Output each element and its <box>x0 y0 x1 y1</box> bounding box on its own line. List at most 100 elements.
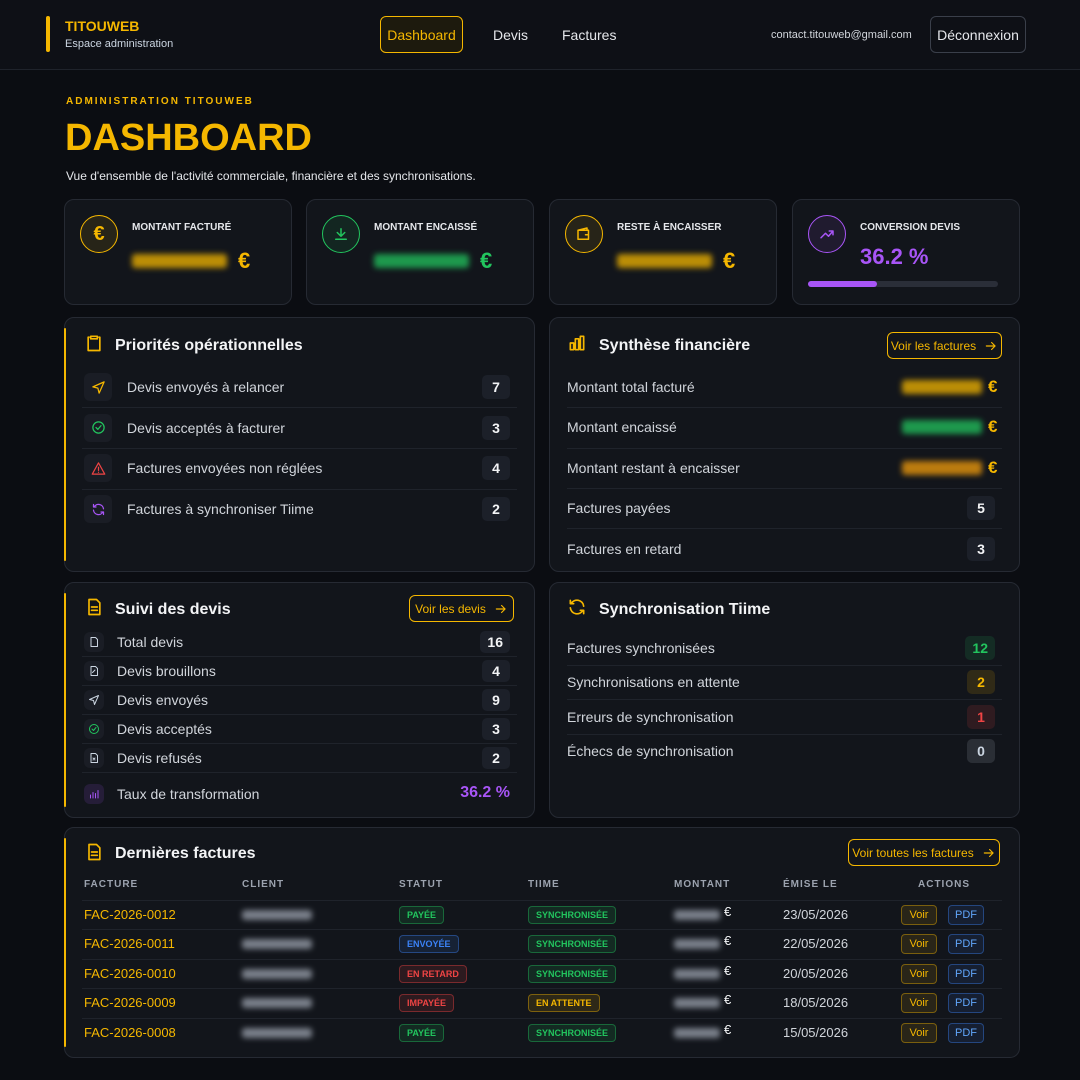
count-badge: 12 <box>965 636 995 660</box>
kpi-icon <box>565 215 603 253</box>
count-badge: 0 <box>967 738 995 763</box>
currency: € <box>724 1021 732 1037</box>
button-label[interactable]: Voir les devis <box>415 601 486 616</box>
currency: € <box>238 248 251 273</box>
nav-link[interactable]: Factures <box>562 27 617 43</box>
blurred-amount <box>674 910 720 920</box>
icon <box>92 503 104 515</box>
pdf-button[interactable]: PDF <box>948 993 984 1014</box>
invoice-number[interactable]: FAC-2026-0010 <box>84 965 176 981</box>
icon <box>90 790 99 799</box>
tiime-pill: SYNCHRONISÉE <box>528 964 617 983</box>
currency: € <box>480 248 493 273</box>
view-all-invoices-button[interactable]: Voir toutes les factures <box>848 839 1000 866</box>
row-label: Taux de transformation <box>117 786 260 802</box>
count-badge: 3 <box>967 536 995 561</box>
row-icon <box>84 373 112 401</box>
card-title: Synchronisation Tiime <box>599 601 771 618</box>
row-label: Échecs de synchronisation <box>567 742 734 759</box>
row-separator <box>567 488 1002 489</box>
column-header: FACTURE <box>84 879 139 890</box>
pdf-button[interactable]: PDF <box>948 905 984 925</box>
row-label: Devis refusés <box>117 750 202 766</box>
pdf-button[interactable]: PDF <box>948 1022 984 1043</box>
eyebrow: ADMINISTRATION TITOUWEB <box>66 96 254 107</box>
sync-card: Synchronisation Tiime Factures synchronis… <box>549 582 1020 818</box>
column-header: CLIENT <box>242 879 285 890</box>
brand-bar <box>46 16 50 52</box>
blurred-client <box>242 968 312 979</box>
nav-link[interactable]: Devis <box>493 27 529 43</box>
count-badge: 5 <box>967 496 995 521</box>
icon <box>89 724 99 734</box>
currency: € <box>724 992 732 1008</box>
blurred-amount <box>374 254 469 268</box>
row-icon <box>84 454 112 483</box>
title-icon <box>84 333 104 358</box>
currency: € <box>724 904 732 919</box>
row-separator <box>82 407 517 409</box>
view-quotes-button[interactable]: Voir les devis <box>409 595 514 622</box>
view-button[interactable]: Voir <box>901 1022 937 1043</box>
invoice-number[interactable]: FAC-2026-0011 <box>84 936 175 952</box>
invoice-number[interactable]: FAC-2026-0008 <box>84 1024 176 1040</box>
invoice-date: 20/05/2026 <box>783 965 849 981</box>
card-accent <box>64 838 66 1047</box>
view-button[interactable]: Voir <box>901 963 937 984</box>
conversion-rate: 36.2 % <box>460 784 510 801</box>
view-button[interactable]: Voir <box>901 905 937 925</box>
button-label[interactable]: Voir toutes les factures <box>852 845 974 860</box>
row-separator <box>82 929 1002 931</box>
row-label: Montant total facturé <box>567 379 695 395</box>
nav-link[interactable]: Dashboard <box>380 16 463 53</box>
currency: € <box>988 417 998 437</box>
blurred-client <box>242 998 312 1009</box>
tiime-pill: EN ATTENTE <box>528 994 600 1013</box>
row-label: Factures envoyées non réglées <box>127 460 323 477</box>
button-label[interactable]: Voir les factures <box>890 338 977 353</box>
icon <box>88 843 101 861</box>
blurred-amount <box>132 254 227 268</box>
pdf-button[interactable]: PDF <box>948 934 984 955</box>
row-icon <box>84 661 104 681</box>
count-badge: 3 <box>482 718 510 740</box>
row-label: Devis acceptés <box>117 721 212 737</box>
kpi-label: MONTANT ENCAISSÉ <box>374 222 478 233</box>
count-badge: 4 <box>482 660 510 682</box>
count-badge: 2 <box>482 497 510 522</box>
blurred-amount <box>674 998 720 1009</box>
view-invoices-button[interactable]: Voir les factures <box>887 332 1002 359</box>
invoice-number[interactable]: FAC-2026-0012 <box>84 907 176 922</box>
blurred-amount <box>902 420 982 435</box>
view-button[interactable]: Voir <box>901 993 937 1014</box>
row-separator <box>567 407 1002 409</box>
progress-fill <box>808 281 877 287</box>
count-badge: 9 <box>482 689 510 711</box>
card-title: Synthèse financière <box>599 337 751 354</box>
blurred-amount <box>674 968 720 979</box>
invoice-number[interactable]: FAC-2026-0009 <box>84 995 176 1011</box>
row-separator <box>82 900 1002 901</box>
view-button[interactable]: Voir <box>901 934 937 955</box>
icon <box>90 666 98 676</box>
row-icon <box>84 495 112 524</box>
kpi-label: CONVERSION DEVIS <box>860 222 961 233</box>
count-badge: 2 <box>482 747 510 769</box>
tiime-pill: SYNCHRONISÉE <box>528 935 617 954</box>
pdf-button[interactable]: PDF <box>948 963 984 984</box>
blurred-client <box>242 939 312 950</box>
title-icon <box>567 597 587 622</box>
row-label: Synchronisations en attente <box>567 674 740 691</box>
icon <box>90 637 98 647</box>
row-label: Montant restant à encaisser <box>567 459 740 476</box>
logout-button[interactable]: Déconnexion <box>930 16 1026 53</box>
blurred-amount <box>674 1027 720 1038</box>
kpi-icon <box>322 215 360 253</box>
count-badge: 7 <box>482 375 510 399</box>
kpi-icon <box>808 215 846 253</box>
invoice-date: 22/05/2026 <box>783 936 849 952</box>
icon <box>983 848 994 857</box>
row-label: Factures payées <box>567 500 671 517</box>
row-label: Factures à synchroniser Tiime <box>127 501 314 518</box>
